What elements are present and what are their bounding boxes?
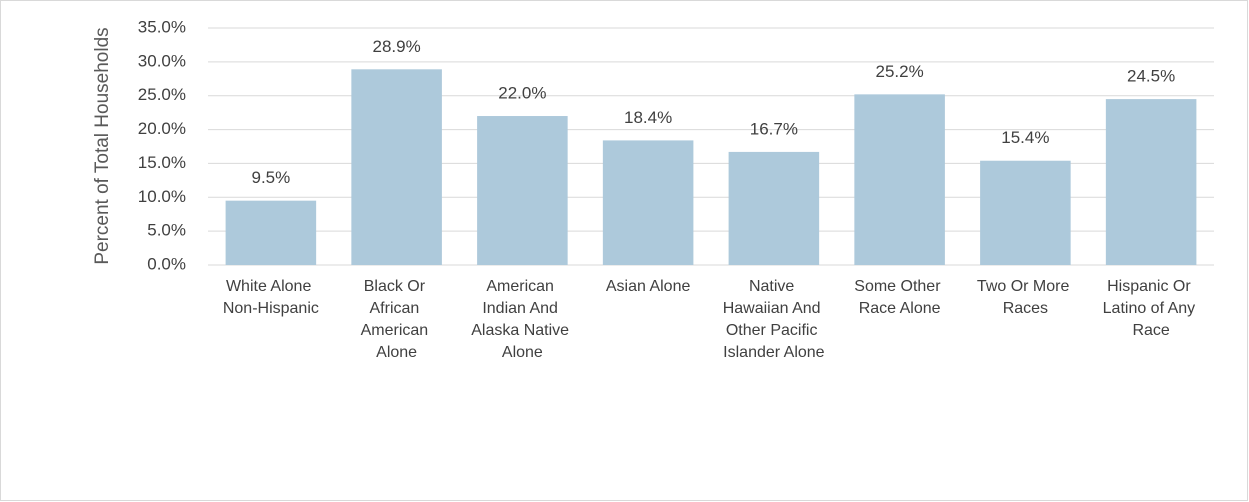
bar xyxy=(728,151,820,265)
bar xyxy=(351,69,442,265)
y-tick-label: 20.0% xyxy=(138,119,186,138)
x-tick-label-line: Races xyxy=(1003,300,1048,317)
x-tick-label-line: White Alone xyxy=(226,278,316,295)
x-tick-label-line: Other Pacific xyxy=(726,322,822,339)
x-tick-label: Black Or African American Alone xyxy=(361,278,433,361)
bar xyxy=(602,140,694,265)
bar xyxy=(225,200,317,265)
y-axis-title: Percent of Total Households xyxy=(92,27,113,264)
x-tick-label-line: Alaska Native xyxy=(471,322,573,339)
data-label: 24.5% xyxy=(1127,67,1175,86)
bar xyxy=(854,94,945,265)
x-tick-label-line: Alone xyxy=(502,344,543,361)
data-label: 16.7% xyxy=(750,119,798,138)
x-tick-label-line: Race Alone xyxy=(859,300,941,317)
x-tick-label: Asian Alone xyxy=(606,278,691,295)
data-label: 15.4% xyxy=(1001,128,1049,147)
y-tick-label: 30.0% xyxy=(138,51,186,70)
bar xyxy=(477,116,568,266)
x-tick-label: Native Hawaiian And Other Pacific Island… xyxy=(723,278,825,361)
data-label: 9.5% xyxy=(252,168,291,187)
bar xyxy=(1105,99,1197,265)
x-tick-label-line: Some Other xyxy=(854,278,945,295)
y-tick-label: 0.0% xyxy=(147,254,186,273)
y-tick-label: 15.0% xyxy=(138,153,186,172)
bar xyxy=(980,160,1071,265)
x-tick-label-line: American xyxy=(361,322,433,339)
y-tick-label: 10.0% xyxy=(138,187,186,206)
x-tick-label: Some Other Race Alone xyxy=(854,278,945,317)
y-tick-label: 35.0% xyxy=(138,17,186,36)
x-tick-label: Two Or More Races xyxy=(977,278,1074,317)
x-tick-label-line: Non-Hispanic xyxy=(223,300,319,317)
x-tick-label-line: Hawaiian And xyxy=(723,300,825,317)
x-tick-label-line: Islander Alone xyxy=(723,344,825,361)
x-tick-label-line: African xyxy=(370,300,424,317)
x-tick-label-line: Race xyxy=(1132,322,1169,339)
data-label: 22.0% xyxy=(498,84,546,103)
x-tick-label-line: Indian And xyxy=(482,300,562,317)
y-tick-label: 25.0% xyxy=(138,85,186,104)
data-label: 28.9% xyxy=(373,37,421,56)
x-tick-label-line: Alone xyxy=(376,344,417,361)
x-tick-label: White Alone Non-Hispanic xyxy=(223,278,319,317)
x-tick-label-line: American xyxy=(486,278,558,295)
data-label: 18.4% xyxy=(624,108,672,127)
x-tick-label-line: Hispanic Or xyxy=(1107,278,1195,295)
x-tick-label-line: Latino of Any xyxy=(1103,300,1200,317)
x-tick-label-line: Black Or xyxy=(364,278,430,295)
x-tick-label: American Indian And Alaska Native Alone xyxy=(471,278,573,361)
data-label: 25.2% xyxy=(876,62,924,81)
x-tick-label-line: Asian Alone xyxy=(606,278,691,295)
y-tick-label: 5.0% xyxy=(147,221,186,240)
x-tick-label-line: Native xyxy=(749,278,799,295)
x-tick-label-line: Two Or More xyxy=(977,278,1074,295)
x-tick-label: Hispanic Or Latino of Any Race xyxy=(1103,278,1200,339)
